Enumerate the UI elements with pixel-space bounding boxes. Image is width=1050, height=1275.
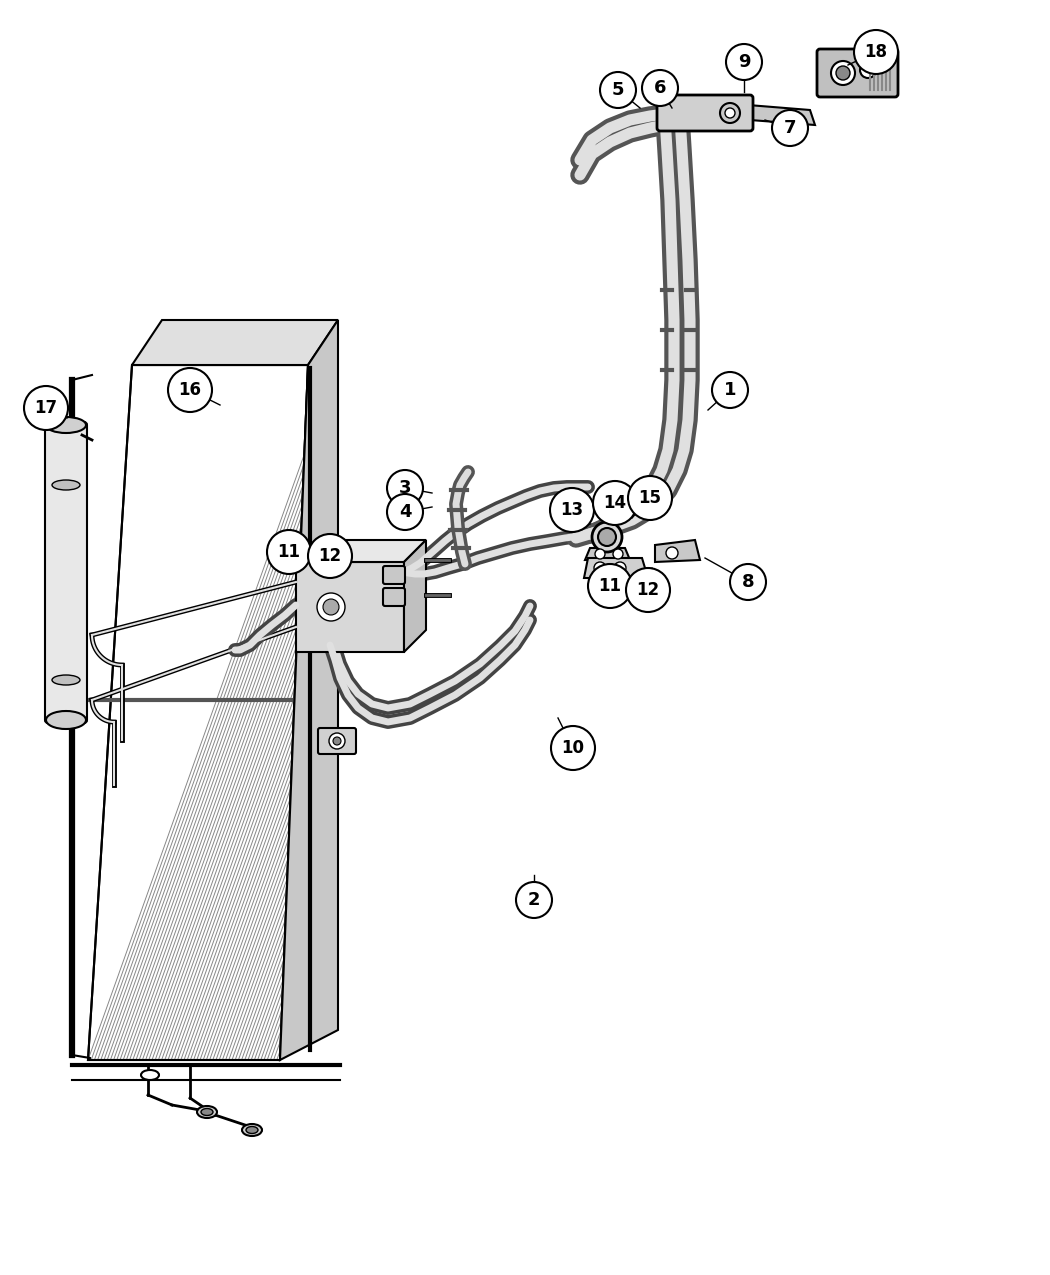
Ellipse shape [242,1125,262,1136]
Ellipse shape [246,1127,258,1133]
Polygon shape [132,320,338,365]
Circle shape [387,493,423,530]
Circle shape [613,550,623,558]
Circle shape [726,45,762,80]
Polygon shape [585,548,630,560]
Text: 3: 3 [399,479,412,497]
Circle shape [588,564,632,608]
Ellipse shape [197,1105,217,1118]
Text: 11: 11 [277,543,300,561]
Circle shape [614,562,626,574]
FancyBboxPatch shape [657,96,753,131]
Circle shape [720,103,740,122]
FancyBboxPatch shape [383,588,405,606]
Polygon shape [655,541,700,562]
Circle shape [626,567,670,612]
Circle shape [831,61,855,85]
Circle shape [600,71,636,108]
Circle shape [642,70,678,106]
Text: 13: 13 [561,501,584,519]
Text: 9: 9 [738,54,751,71]
FancyBboxPatch shape [296,562,404,652]
Circle shape [24,386,68,430]
Ellipse shape [201,1108,213,1116]
Polygon shape [748,105,815,125]
Text: 10: 10 [562,740,585,757]
Text: 4: 4 [399,504,412,521]
Polygon shape [296,541,426,562]
Text: 12: 12 [636,581,659,599]
Text: 7: 7 [783,119,796,136]
Circle shape [666,547,678,558]
Circle shape [836,66,851,80]
Circle shape [595,550,605,558]
Ellipse shape [52,674,80,685]
Circle shape [592,521,622,552]
Circle shape [598,528,616,546]
Circle shape [854,31,898,74]
Circle shape [168,368,212,412]
Text: 1: 1 [723,381,736,399]
Circle shape [594,562,606,574]
Ellipse shape [141,1070,159,1080]
Circle shape [516,882,552,918]
FancyBboxPatch shape [383,566,405,584]
Polygon shape [88,365,308,1060]
Ellipse shape [52,479,80,490]
Circle shape [387,470,423,506]
Circle shape [323,599,339,615]
Ellipse shape [46,711,86,729]
Circle shape [317,593,345,621]
Circle shape [593,481,637,525]
Text: 2: 2 [528,891,541,909]
FancyBboxPatch shape [817,48,898,97]
Circle shape [308,534,352,578]
Text: 6: 6 [654,79,667,97]
Text: 12: 12 [318,547,341,565]
Circle shape [712,372,748,408]
Text: 18: 18 [864,43,887,61]
Circle shape [267,530,311,574]
Circle shape [860,62,876,78]
Text: 15: 15 [638,490,662,507]
Polygon shape [404,541,426,652]
Text: 16: 16 [178,381,202,399]
Circle shape [551,725,595,770]
Text: 5: 5 [612,82,625,99]
Polygon shape [584,558,648,578]
Text: 14: 14 [604,493,627,513]
Text: 11: 11 [598,578,622,595]
Polygon shape [280,320,338,1060]
Circle shape [550,488,594,532]
Circle shape [730,564,766,601]
Circle shape [333,737,341,745]
Circle shape [329,733,345,748]
Text: 17: 17 [35,399,58,417]
FancyBboxPatch shape [318,728,356,754]
Circle shape [724,108,735,119]
Ellipse shape [46,417,86,434]
Text: 8: 8 [741,572,754,592]
FancyBboxPatch shape [45,422,87,723]
Circle shape [772,110,808,147]
Circle shape [628,476,672,520]
